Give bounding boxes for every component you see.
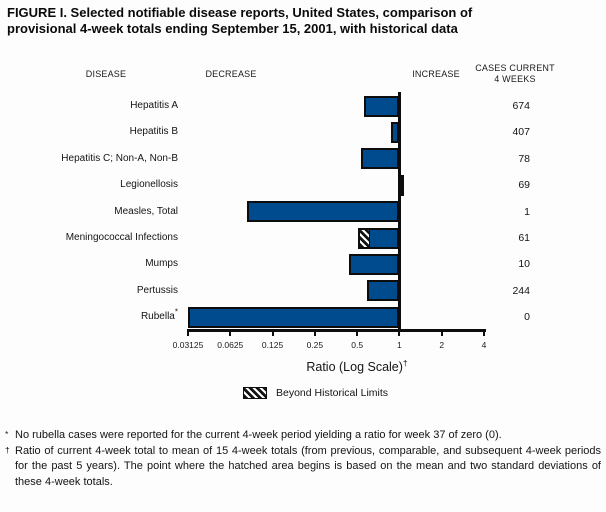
row-label-measles-total: Measles, Total (0, 205, 178, 219)
footnote-ratio: † Ratio of current 4-week total to mean … (5, 444, 601, 491)
footnote-ratio-text: Ratio of current 4-week total to mean of… (15, 444, 601, 488)
disease-name: Hepatitis C; Non-A, Non-B (61, 152, 178, 164)
row-label-hepatitis-a: Hepatitis A (0, 99, 178, 113)
x-axis-tick-label: 0.25 (306, 340, 324, 350)
cases-value-hepatitis-a: 674 (512, 100, 530, 112)
cases-value-pertussis: 244 (512, 284, 530, 297)
footnote-rubella-text: No rubella cases were reported for the c… (15, 429, 502, 441)
disease-name: Meningococcal Infections (65, 232, 178, 243)
x-axis-tick (229, 329, 232, 336)
figure-title-line1: FIGURE I. Selected notifiable disease re… (7, 5, 473, 20)
x-axis-tick-label: 2 (439, 340, 445, 350)
footnotes: * No rubella cases were reported for the… (5, 428, 601, 490)
x-axis-tick (356, 329, 359, 336)
footnote-asterisk-marker: * (5, 429, 9, 439)
column-header-cases-line2: 4 WEEKS (494, 73, 536, 84)
row-label-pertussis: Pertussis (0, 284, 178, 298)
figure-title-line2: provisional 4-week totals ending Septemb… (7, 20, 458, 36)
disease-name: Hepatitis B (129, 126, 178, 138)
ratio-one-reference-line (398, 92, 401, 331)
x-axis-tick (187, 329, 189, 336)
x-axis-line (187, 329, 486, 332)
row-label-mumps: Mumps (0, 257, 178, 271)
cases-value-legionellosis: 69 (518, 179, 530, 192)
row-label-meningococcal-infections: Meningococcal Infections (0, 231, 178, 245)
x-axis-tick (398, 329, 401, 336)
figure-title: FIGURE I. Selected notifiable disease re… (7, 5, 599, 36)
disease-name: Legionellosis (120, 179, 178, 191)
x-axis-tick (483, 329, 485, 336)
x-axis-tick-label: 0.0625 (217, 340, 244, 350)
column-header-cases: CASES CURRENT 4 WEEKS (475, 63, 555, 84)
legend-label: Beyond Historical Limits (276, 387, 389, 399)
column-header-disease: DISEASE (85, 69, 127, 79)
column-header-increase: INCREASE (412, 69, 460, 79)
hatched-swatch-icon (243, 387, 267, 399)
x-axis-tick (440, 329, 443, 336)
cases-value-meningococcal-infections: 61 (518, 232, 530, 244)
disease-name: Measles, Total (114, 205, 178, 217)
x-axis-tick (271, 329, 274, 336)
cases-value-hepatitis-c-non-a-non-b: 78 (518, 152, 530, 165)
disease-name: Rubella (140, 311, 175, 323)
cases-value-rubella: 0 (524, 311, 530, 324)
ratio-bar-measles-total (246, 201, 400, 223)
column-header-decrease: DECREASE (205, 69, 257, 79)
legend: Beyond Historical Limits (243, 387, 388, 399)
x-axis-title-text: Ratio (Log Scale) (306, 360, 403, 375)
cases-value-mumps: 10 (518, 258, 530, 271)
x-axis-tick-label: 0.03125 (172, 340, 204, 350)
x-axis-title-dagger: † (402, 358, 408, 368)
disease-name: Mumps (145, 258, 178, 270)
x-axis-tick-label: 0.5 (351, 340, 364, 350)
ratio-bar-mumps (349, 253, 400, 275)
disease-name: Hepatitis A (130, 100, 178, 111)
beyond-historical-limits-hatch (360, 229, 371, 247)
cases-value-hepatitis-b: 407 (512, 126, 530, 139)
x-axis-tick-label: 1 (397, 340, 402, 350)
footnote-rubella: * No rubella cases were reported for the… (5, 428, 601, 444)
ratio-bar-pertussis (367, 280, 400, 302)
ratio-bar-hepatitis-a (364, 95, 400, 117)
x-axis-tick-label: 0.125 (261, 340, 284, 350)
x-axis-tick (313, 329, 316, 336)
ratio-bar-meningococcal-infections (358, 227, 400, 249)
row-label-hepatitis-b: Hepatitis B (0, 125, 178, 139)
x-axis-title: Ratio (Log Scale)† (306, 358, 407, 374)
row-label-legionellosis: Legionellosis (0, 178, 178, 192)
ratio-bar-hepatitis-c-non-a-non-b (360, 148, 400, 170)
disease-name-superscript: * (174, 307, 178, 317)
disease-name: Pertussis (136, 284, 178, 296)
ratio-bar-rubella (188, 306, 400, 328)
column-header-cases-line1: CASES CURRENT (475, 63, 555, 73)
cases-value-measles-total: 1 (524, 205, 530, 218)
footnote-dagger-marker: † (5, 444, 10, 455)
x-axis-tick-label: 4 (481, 340, 487, 350)
row-label-hepatitis-c-non-a-non-b: Hepatitis C; Non-A, Non-B (0, 152, 178, 166)
row-label-rubella: Rubella* (0, 307, 178, 324)
